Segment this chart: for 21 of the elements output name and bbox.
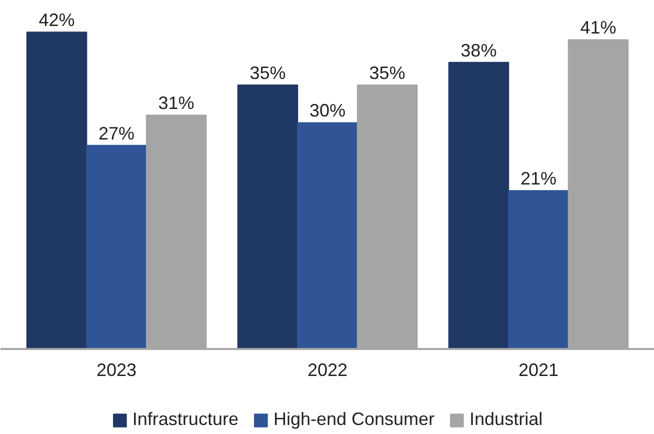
bar <box>297 122 358 350</box>
data-label: 21% <box>520 168 556 189</box>
data-label: 35% <box>369 62 406 83</box>
x-tick-label: 2023 <box>96 360 137 380</box>
x-tick-label: 2022 <box>307 360 348 380</box>
data-label: 42% <box>38 10 75 30</box>
data-label: 31% <box>158 93 194 114</box>
legend-label: Infrastructure <box>132 409 238 430</box>
legend-label: Industrial <box>470 409 543 430</box>
bar <box>448 62 510 350</box>
bar <box>508 190 569 350</box>
data-label: 35% <box>250 62 286 83</box>
data-label: 27% <box>98 123 135 144</box>
data-label: 41% <box>580 18 616 38</box>
legend-label: High-end Consumer <box>273 409 435 430</box>
data-label: 30% <box>309 100 346 121</box>
x-tick-label: 2021 <box>518 360 558 380</box>
data-label: 38% <box>460 40 497 60</box>
bar <box>86 144 147 350</box>
bar <box>26 32 88 350</box>
bar <box>237 84 298 350</box>
